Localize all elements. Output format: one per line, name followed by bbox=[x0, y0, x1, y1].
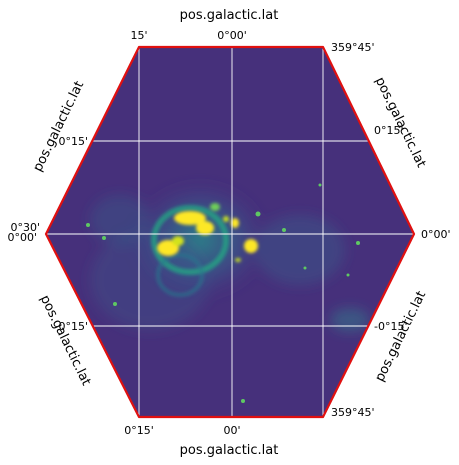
tick-top-2: 359°45' bbox=[331, 41, 375, 54]
axis-label-top: pos.galactic.lat bbox=[180, 8, 279, 23]
source-small-3 bbox=[235, 258, 241, 262]
tick-top-1: 0°00' bbox=[217, 29, 247, 42]
axis-label-upper-left: pos.galactic.lat bbox=[30, 79, 87, 174]
tick-right-1: 0°00' bbox=[421, 228, 451, 241]
axis-label-bottom: pos.galactic.lat bbox=[180, 443, 279, 458]
tick-left-0: 0°15' bbox=[58, 135, 88, 148]
image-plane bbox=[40, 40, 420, 425]
axis-label-lower-right: pos.galactic.lat bbox=[372, 289, 429, 384]
tick-bottom-0: 0°15' bbox=[124, 424, 154, 437]
source-small-4 bbox=[210, 203, 220, 211]
source-east bbox=[244, 239, 258, 253]
source-small-2 bbox=[223, 216, 229, 222]
tick-bottom-2: 359°45' bbox=[331, 406, 375, 419]
tick-left-2: 0°00' bbox=[7, 231, 37, 244]
source-core-2 bbox=[196, 221, 214, 235]
source-west-2 bbox=[172, 236, 184, 246]
tick-bottom-1: 00' bbox=[223, 424, 240, 437]
tick-top-0: 15' bbox=[130, 29, 147, 42]
axis-label-upper-right: pos.galactic.lat bbox=[372, 75, 429, 170]
